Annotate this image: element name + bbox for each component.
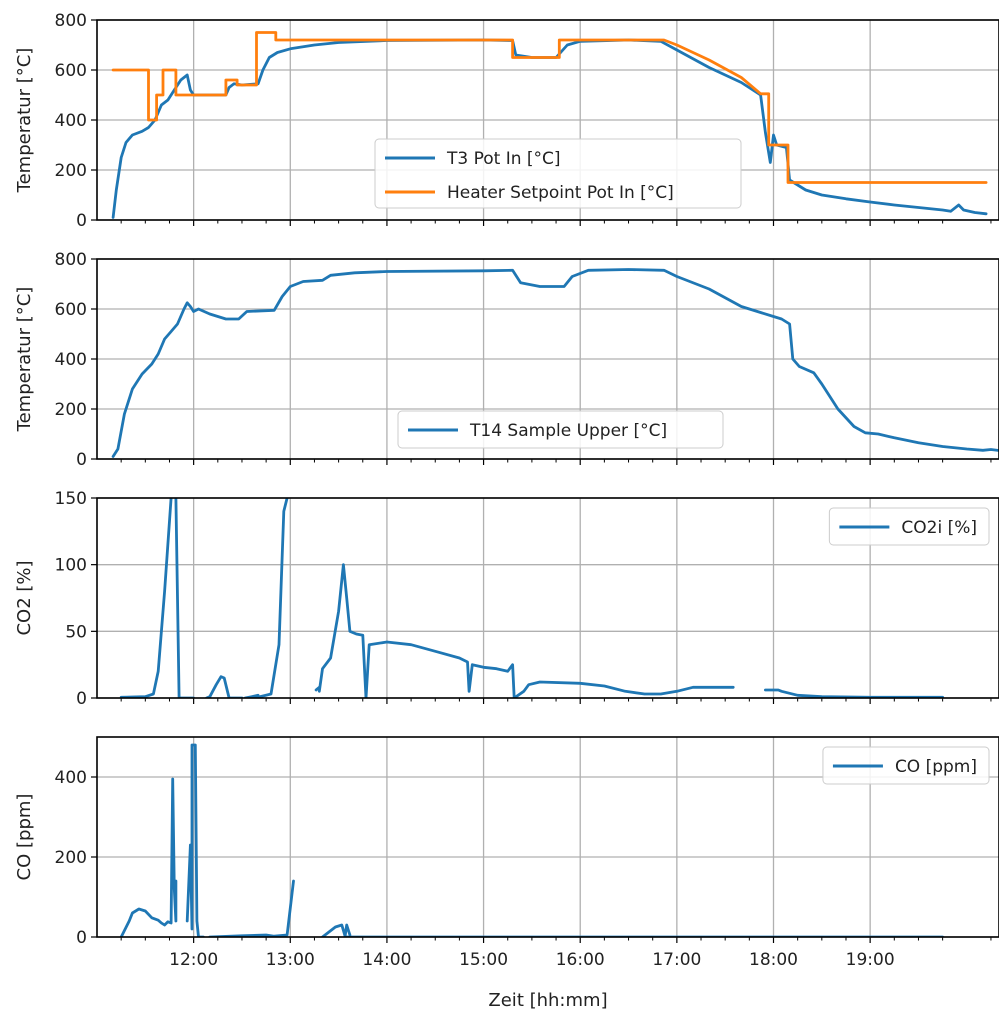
y-tick-label: 600 [55,300,87,320]
x-axis-label: Zeit [hh:mm] [488,990,607,1011]
legend: CO2i [%] [828,507,990,546]
legend: T14 Sample Upper [°C] [397,410,724,449]
y-tick-label: 0 [76,928,87,948]
series-line [364,640,516,698]
x-tick-label: 19:00 [846,950,895,970]
y-tick-label: 0 [76,211,87,231]
series-line [111,268,999,458]
series-line [208,675,244,698]
panel-2: 0 200 400 600 800 Temperatur [°C] T14 Sample U… [14,250,999,470]
legend-box [828,507,990,546]
series-line [174,498,196,698]
series-group [111,268,999,458]
series-line [185,743,205,937]
series-line [764,688,944,698]
y-tick-label: 0 [76,689,87,709]
y-tick-label: 400 [55,768,87,788]
y-tick-label: 100 [55,556,87,576]
legend: T3 Pot In [°C] Heater Setpoint Pot In [°C… [374,138,742,209]
legend-box [374,138,742,209]
panel-3: 0 50 100 150 CO2 [%] CO2i [%] [14,489,999,709]
panel-4: 0 200 400 CO [ppm] CO [ppm] 12:00 13:00 14:00 15… [14,736,999,970]
x-tick-label: 14:00 [362,950,411,970]
series-line [111,31,988,184]
x-tick-label: 16:00 [556,950,605,970]
legend-label: CO2i [%] [901,518,977,538]
y-axis-label: CO [ppm] [14,794,35,881]
legend-label: T3 Pot In [°C] [446,149,561,169]
x-tick-label: 13:00 [266,950,315,970]
plot-frame [96,19,999,221]
y-tick-label: 400 [55,350,87,370]
y-tick-label: 200 [55,848,87,868]
x-tick-label: 15:00 [459,950,508,970]
plot-frame [96,497,999,699]
y-tick-label: 400 [55,111,87,131]
y-tick-label: 800 [55,11,87,31]
series-line [119,777,178,937]
y-tick-label: 50 [65,622,87,642]
x-tick-label: 17:00 [652,950,701,970]
legend: CO [ppm] [822,746,990,785]
panel-1: 0 200 400 600 800 Temperatur [°C] T3 Pot In [°… [14,11,999,231]
series-line [321,923,352,937]
plot-frame [96,736,999,938]
series-group [119,498,944,698]
series-line [317,563,368,698]
plot-frame [96,258,999,460]
series-line [675,685,735,693]
y-tick-label: 0 [76,450,87,470]
series-line [208,879,295,937]
series-line [512,680,679,698]
series-group [111,31,988,219]
y-tick-label: 200 [55,161,87,181]
legend-label: CO [ppm] [895,757,977,777]
y-axis-label: Temperatur [°C] [14,48,35,194]
x-tick-label: 18:00 [749,950,798,970]
series-line [119,498,173,698]
legend-box [822,746,990,785]
y-axis-label: CO2 [%] [14,560,35,635]
series-group [119,743,944,937]
x-tick-label: 12:00 [169,950,218,970]
legend-label: Heater Setpoint Pot In [°C] [447,183,674,203]
series-line [253,498,289,698]
y-tick-label: 150 [55,489,87,509]
y-tick-label: 200 [55,400,87,420]
y-tick-label: 800 [55,250,87,270]
y-tick-label: 600 [55,61,87,81]
legend-box [397,410,724,449]
y-axis-label: Temperatur [°C] [14,287,35,433]
legend-label: T14 Sample Upper [°C] [469,421,667,441]
